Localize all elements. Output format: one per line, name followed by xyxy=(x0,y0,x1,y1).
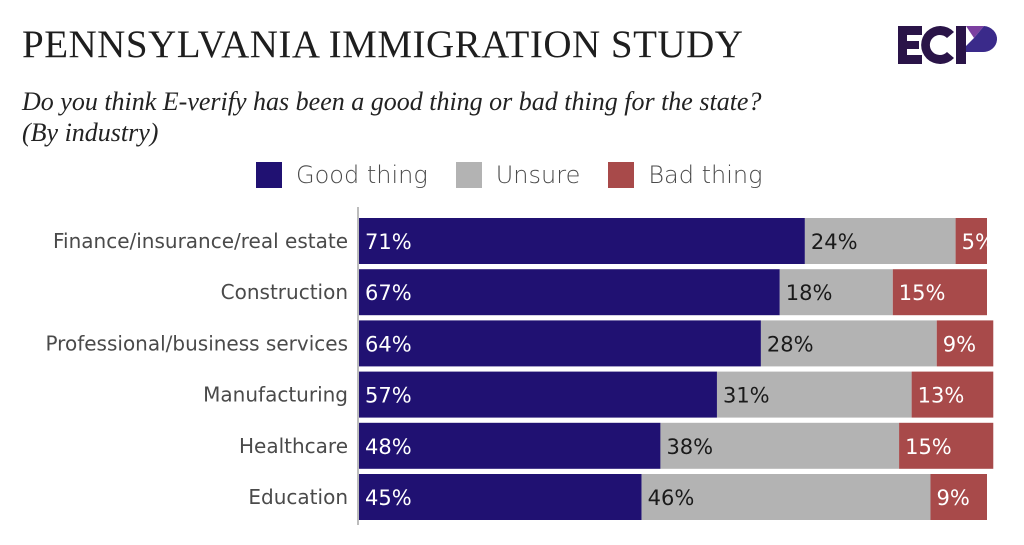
bar-segment-unsure xyxy=(660,422,900,469)
legend-item-bad: Bad thing xyxy=(608,161,763,189)
value-label-bad: 9% xyxy=(943,332,976,356)
legend-label-good: Good thing xyxy=(296,161,428,189)
value-label-good: 67% xyxy=(365,281,412,305)
bar-segment-good xyxy=(359,422,661,469)
bar-segment-good xyxy=(359,371,717,418)
value-label-good: 48% xyxy=(365,435,412,459)
bar-segment-bad xyxy=(911,371,994,418)
bar-segment-bad xyxy=(899,422,994,469)
value-label-unsure: 38% xyxy=(666,435,713,459)
value-label-bad: 13% xyxy=(918,384,965,408)
stacked-bar-chart: Finance/insurance/real estate 71% 24% 5% Con… xyxy=(45,207,995,525)
bar-segment-good xyxy=(359,218,805,264)
bar-segment-good xyxy=(359,320,761,367)
bar-segment-bad xyxy=(892,269,987,316)
bar-segment-unsure xyxy=(641,474,931,520)
logo-letter-p xyxy=(956,26,998,64)
value-label-good: 45% xyxy=(365,486,412,510)
category-label: Healthcare xyxy=(239,434,348,458)
bar-segment-unsure xyxy=(804,218,956,264)
value-label-bad: 9% xyxy=(936,486,969,510)
legend-swatch-bad xyxy=(608,162,635,188)
logo-letter-e xyxy=(898,26,922,64)
value-label-unsure: 18% xyxy=(786,281,833,305)
legend-swatch-good xyxy=(256,162,282,188)
bar-row: Education 45% 46% 9% xyxy=(248,474,987,520)
bar-segment-bad xyxy=(936,320,994,367)
chart-legend: Good thing Unsure Bad thing xyxy=(256,160,791,190)
category-label: Finance/insurance/real estate xyxy=(53,229,348,253)
category-label: Professional/business services xyxy=(45,331,348,355)
value-label-unsure: 31% xyxy=(723,384,770,408)
value-label-bad: 5% xyxy=(962,230,995,254)
chart-subtitle: Do you think E-verify has been a good th… xyxy=(22,86,922,148)
value-label-good: 57% xyxy=(365,384,412,408)
value-label-good: 71% xyxy=(365,230,412,254)
bar-segment-unsure xyxy=(760,320,937,367)
value-label-unsure: 24% xyxy=(811,230,858,254)
bar-row: Finance/insurance/real estate 71% 24% 5% xyxy=(53,218,995,264)
value-label-unsure: 46% xyxy=(648,486,695,510)
category-label: Education xyxy=(248,485,348,509)
bar-segment-unsure xyxy=(779,269,893,316)
category-label: Manufacturing xyxy=(203,383,348,407)
value-label-bad: 15% xyxy=(905,435,952,459)
bar-segment-unsure xyxy=(716,371,912,418)
legend-item-unsure: Unsure xyxy=(455,161,581,189)
bar-row: Construction 67% 18% 15% xyxy=(221,269,987,316)
legend-item-good: Good thing xyxy=(256,161,428,189)
bar-row: Healthcare 48% 38% 15% xyxy=(239,422,994,469)
category-label: Construction xyxy=(221,280,348,304)
legend-label-unsure: Unsure xyxy=(495,161,581,189)
bar-row: Professional/business services 64% 28% 9% xyxy=(45,320,994,367)
bar-segment-bad xyxy=(930,474,987,520)
subtitle-line-2: (By industry) xyxy=(22,118,159,147)
legend-label-bad: Bad thing xyxy=(648,161,763,189)
ecp-logo: ECP xyxy=(898,26,998,64)
chart-title: PENNSYLVANIA IMMIGRATION STUDY xyxy=(22,23,744,66)
bar-row: Manufacturing 57% 31% 13% xyxy=(203,371,994,418)
logo-letter-c xyxy=(921,26,954,64)
value-label-good: 64% xyxy=(365,332,412,356)
subtitle-line-1: Do you think E-verify has been a good th… xyxy=(22,87,762,116)
bar-segment-bad xyxy=(955,218,987,264)
value-label-unsure: 28% xyxy=(767,332,814,356)
bar-segment-good xyxy=(359,269,780,316)
legend-swatch-unsure xyxy=(455,162,482,188)
bar-segment-good xyxy=(359,474,642,520)
value-label-bad: 15% xyxy=(899,281,946,305)
